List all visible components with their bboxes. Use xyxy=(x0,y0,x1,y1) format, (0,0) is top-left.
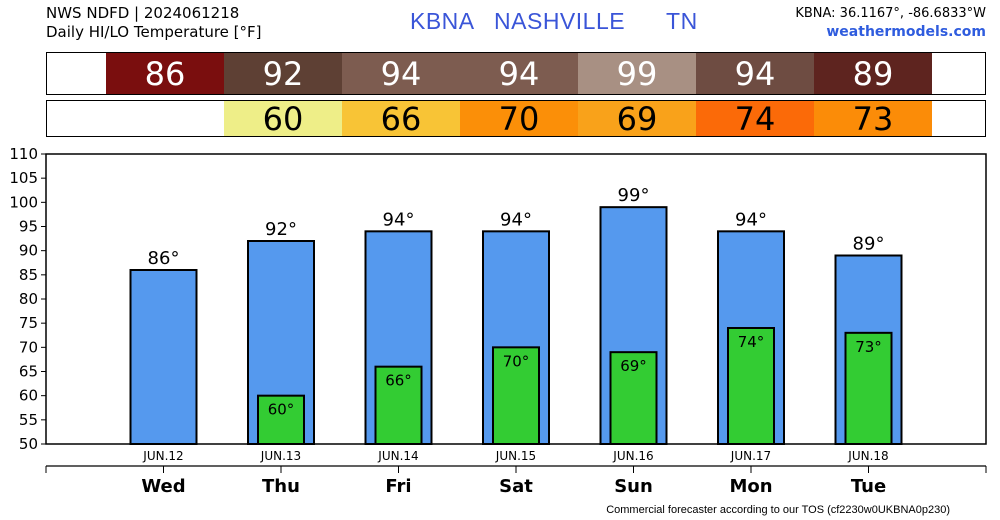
low-temp-cell: 73 xyxy=(814,100,932,138)
low-temp-cell: 70 xyxy=(460,100,578,138)
high-temp-cell: 94 xyxy=(696,53,814,94)
product-title: NWS NDFD | 2024061218 xyxy=(46,4,240,22)
day-label: Mon xyxy=(729,476,772,497)
y-tick-label: 50 xyxy=(19,435,38,453)
y-tick-label: 65 xyxy=(19,363,38,381)
low-temp-bar xyxy=(727,327,775,445)
day-label: Wed xyxy=(141,476,185,497)
high-temp-label: 94° xyxy=(735,209,767,230)
date-label: JUN.12 xyxy=(142,449,183,463)
low-temp-label: 66° xyxy=(385,372,412,390)
site-link[interactable]: weathermodels.com xyxy=(826,24,986,40)
day-label: Thu xyxy=(262,476,300,497)
low-temp-pad-right xyxy=(932,101,991,136)
chart-subtitle: Daily HI/LO Temperature [°F] xyxy=(46,23,262,41)
day-label: Sun xyxy=(614,476,653,497)
date-label: JUN.13 xyxy=(260,449,301,463)
y-tick-label: 85 xyxy=(19,266,38,284)
high-temp-label: 99° xyxy=(618,185,650,206)
low-temp-cell: 69 xyxy=(578,100,696,138)
high-temp-cell: 94 xyxy=(342,53,460,94)
low-temp-bar xyxy=(844,331,893,445)
station-title: KBNA NASHVILLE TN xyxy=(410,8,698,34)
low-temp-strip: 60 66 70 69 74 73 xyxy=(46,100,986,138)
low-temp-cell xyxy=(106,101,224,136)
date-label: JUN.18 xyxy=(847,449,888,463)
temperature-bar-chart: 50 55 60 65 70 75 80 85 90 95 100 105 110 86° JUN.12 We… xyxy=(9,145,987,497)
high-temp-strip: 86 92 94 94 99 94 89 xyxy=(46,52,986,95)
high-temp-cell: 99 xyxy=(578,53,696,94)
y-tick-label: 60 xyxy=(19,387,38,405)
station-coords: KBNA: 36.1167°, -86.6833°W xyxy=(795,6,986,21)
low-temp-label: 60° xyxy=(268,401,295,419)
y-tick-label: 100 xyxy=(9,193,38,211)
low-temp-label: 74° xyxy=(738,333,765,351)
y-tick-label: 95 xyxy=(19,218,38,236)
y-tick-label: 110 xyxy=(9,145,38,163)
low-temp-bar xyxy=(257,394,305,446)
y-tick-label: 105 xyxy=(9,169,38,187)
high-temp-label: 92° xyxy=(265,219,297,240)
low-temp-label: 70° xyxy=(503,352,530,370)
day-label: Tue xyxy=(851,476,886,497)
date-label: JUN.16 xyxy=(612,449,653,463)
high-temp-cell: 89 xyxy=(814,53,932,94)
y-tick-label: 70 xyxy=(19,338,38,356)
high-temp-label: 94° xyxy=(383,209,415,230)
date-label: JUN.17 xyxy=(730,449,771,463)
y-tick-label: 90 xyxy=(19,242,38,260)
day-label: Fri xyxy=(385,476,411,497)
header-right: KBNA: 36.1167°, -86.6833°W weathermodels… xyxy=(795,5,986,41)
high-temp-pad-left xyxy=(47,53,106,94)
y-tick-label: 80 xyxy=(19,290,38,308)
y-tick-label: 75 xyxy=(19,314,38,332)
high-temp-pad-right xyxy=(932,53,991,94)
day-label: Sat xyxy=(499,476,533,497)
date-label: JUN.14 xyxy=(377,449,418,463)
low-temp-bar xyxy=(492,346,540,445)
low-temp-label: 73° xyxy=(855,338,882,356)
low-temp-cell: 60 xyxy=(224,100,342,138)
high-temp-label: 94° xyxy=(500,209,532,230)
high-temp-cell: 94 xyxy=(460,53,578,94)
y-tick-label: 55 xyxy=(19,411,38,429)
low-temp-cell: 74 xyxy=(696,100,814,138)
low-temp-bar xyxy=(609,351,658,446)
high-temp-cell: 86 xyxy=(106,53,224,94)
high-temp-label: 86° xyxy=(148,248,180,269)
low-temp-label: 69° xyxy=(620,357,647,375)
low-temp-pad-left xyxy=(47,101,106,136)
high-temp-cell: 92 xyxy=(224,53,342,94)
header-left: NWS NDFD | 2024061218 Daily HI/LO Temper… xyxy=(46,4,262,42)
low-temp-cell: 66 xyxy=(342,100,460,138)
low-temp-bar xyxy=(374,365,423,446)
high-temp-label: 89° xyxy=(853,234,885,255)
footer-note: Commercial forecaster according to our T… xyxy=(606,504,950,516)
date-label: JUN.15 xyxy=(495,449,536,463)
high-temp-bar xyxy=(129,269,198,445)
